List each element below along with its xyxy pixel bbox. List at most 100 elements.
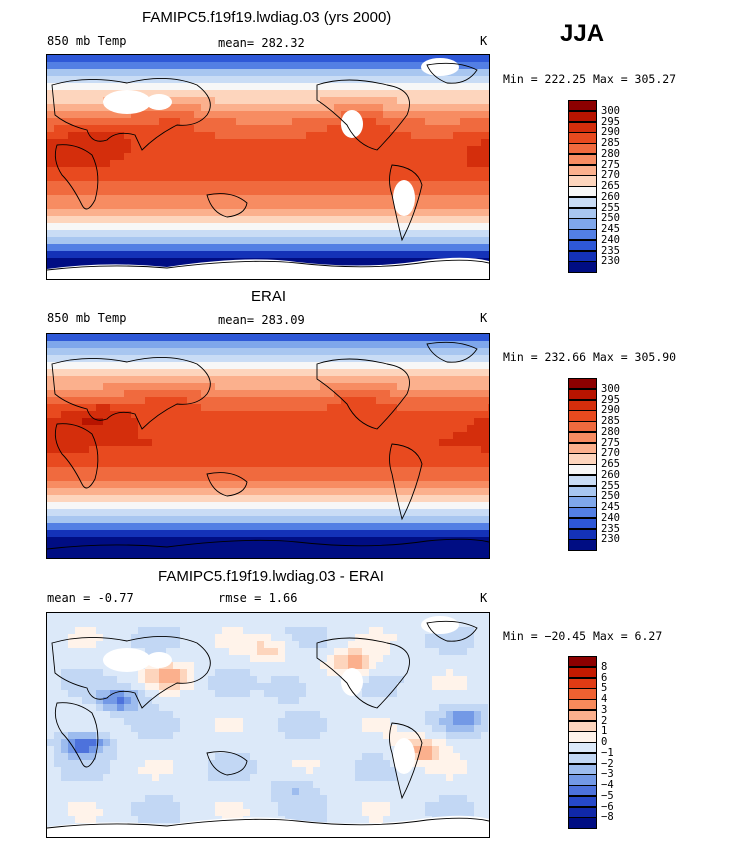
colorbar-tick-label: 265	[601, 180, 620, 192]
colorbar-swatch	[568, 110, 597, 122]
colorbar-tick-label: 270	[601, 169, 620, 182]
colorbar-swatch	[568, 410, 597, 422]
colorbar-tick-label: 275	[601, 436, 620, 449]
colorbar-swatch	[568, 785, 597, 797]
colorbar-tick-label: 250	[601, 212, 620, 225]
colorbar-tick-label: 245	[601, 223, 620, 235]
colorbar-swatch	[568, 175, 597, 187]
colorbar-swatch	[568, 153, 597, 165]
colorbar-tick-label: 235	[601, 522, 620, 535]
colorbar-swatch	[568, 218, 597, 230]
missing-data-mask	[47, 616, 489, 837]
colorbar-tick-label: 290	[601, 404, 620, 417]
colorbar-tick-label: 230	[601, 533, 620, 546]
colorbar-swatch	[568, 720, 597, 732]
colorbar-tick-label: 0	[601, 736, 608, 748]
colorbar-tick-label: 270	[601, 447, 620, 460]
colorbar-swatch	[568, 464, 597, 476]
colorbar-swatch	[568, 164, 597, 176]
colorbar-tick-label: 1	[601, 725, 608, 738]
colorbar-swatch	[568, 388, 597, 400]
colorbar-swatch	[568, 132, 597, 144]
colorbar-tick-label: −3	[601, 768, 614, 781]
colorbar-swatch	[568, 431, 597, 443]
panel1-field: 850 mb Temp	[47, 34, 127, 48]
panel3-title: FAMIPC5.f19f19.lwdiag.03 - ERAI	[158, 568, 384, 585]
colorbar-tick-label: 4	[601, 693, 608, 705]
panel2-title: ERAI	[251, 288, 287, 305]
colorbar-swatch	[568, 795, 597, 807]
panel3-map	[46, 612, 490, 838]
colorbar-swatch	[568, 250, 597, 262]
colorbar-tick-label: 2	[601, 714, 608, 727]
colorbar-tick-label: 300	[601, 382, 620, 395]
panel2-mean: mean= 283.09	[218, 313, 305, 327]
panel1-mean: mean= 282.32	[218, 36, 305, 50]
coastlines	[47, 341, 489, 550]
panel2-field: 850 mb Temp	[47, 311, 127, 325]
colorbar-swatch	[568, 378, 597, 390]
panel1-title: FAMIPC5.f19f19.lwdiag.03 (yrs 2000)	[142, 9, 392, 26]
colorbar-swatch	[568, 121, 597, 133]
panel3-minmax: Min = −20.45 Max = 6.27	[503, 629, 663, 643]
colorbar-tick-label: 295	[601, 393, 620, 406]
colorbar-swatch	[568, 507, 597, 519]
colorbar-tick-label: 8	[601, 660, 608, 673]
colorbar-tick-label: 240	[601, 511, 620, 524]
panel2-units: K	[480, 311, 488, 325]
panel1-minmax: Min = 222.25 Max = 305.27	[503, 72, 677, 86]
colorbar-swatch	[568, 196, 597, 208]
colorbar-swatch	[568, 453, 597, 465]
missing-data-mask	[47, 58, 489, 279]
colorbar-tick-label: 275	[601, 158, 620, 171]
colorbar-swatch	[568, 261, 597, 273]
panel3-colorbar: 8 6 5 4 3 2 1 0 −1 −2 −3 −4 −5 −6 −8	[568, 656, 638, 829]
colorbar-tick-label: 255	[601, 201, 620, 214]
coastlines	[47, 620, 489, 829]
colorbar-tick-label: 3	[601, 703, 608, 716]
colorbar-tick-label: −8	[601, 811, 614, 824]
colorbar-swatch	[568, 517, 597, 529]
colorbar-tick-label: 285	[601, 415, 620, 427]
panel3-map-svg	[47, 613, 489, 837]
colorbar-tick-label: 260	[601, 468, 620, 481]
colorbar-tick-label: 6	[601, 671, 608, 684]
panel1-map	[46, 54, 490, 280]
colorbar-swatch	[568, 239, 597, 251]
colorbar-tick-label: 290	[601, 126, 620, 139]
colorbar-swatch	[568, 421, 597, 433]
colorbar-tick-label: 260	[601, 190, 620, 203]
colorbar-swatch	[568, 806, 597, 818]
field-cells	[47, 613, 489, 837]
colorbar-swatch	[568, 742, 597, 754]
colorbar-tick-label: 5	[601, 682, 608, 695]
colorbar-tick-label: 265	[601, 458, 620, 470]
colorbar-tick-label: 295	[601, 115, 620, 128]
colorbar-swatch	[568, 731, 597, 743]
colorbar-swatch	[568, 485, 597, 497]
colorbar-swatch	[568, 100, 597, 112]
colorbar-tick-label: −2	[601, 757, 614, 770]
colorbar-tick-label: −1	[601, 746, 614, 759]
panel3-rmse: rmse = 1.66	[218, 591, 298, 605]
colorbar-tick-label: 285	[601, 137, 620, 149]
panel1-units: K	[480, 34, 488, 48]
colorbar-swatch	[568, 752, 597, 764]
colorbar-swatch	[568, 229, 597, 241]
colorbar-swatch	[568, 539, 597, 551]
panel3-mean: mean = -0.77	[47, 591, 134, 605]
colorbar-swatch	[568, 442, 597, 454]
colorbar-tick-label: −6	[601, 800, 614, 813]
season-label: JJA	[560, 20, 605, 47]
panel2-colorbar: 300 295 290 285 280 275 270 265 260 255 250 245 240 2…	[568, 378, 638, 551]
colorbar-swatch	[568, 496, 597, 508]
colorbar-swatch	[568, 817, 597, 829]
panel2-minmax: Min = 232.66 Max = 305.90	[503, 350, 677, 364]
colorbar-tick-label: 245	[601, 501, 620, 513]
colorbar-tick-label: 230	[601, 255, 620, 268]
colorbar-swatch	[568, 666, 597, 678]
colorbar-swatch	[568, 399, 597, 411]
colorbar-tick-label: −4	[601, 779, 614, 791]
colorbar-swatch	[568, 677, 597, 689]
panel2-map	[46, 333, 490, 559]
